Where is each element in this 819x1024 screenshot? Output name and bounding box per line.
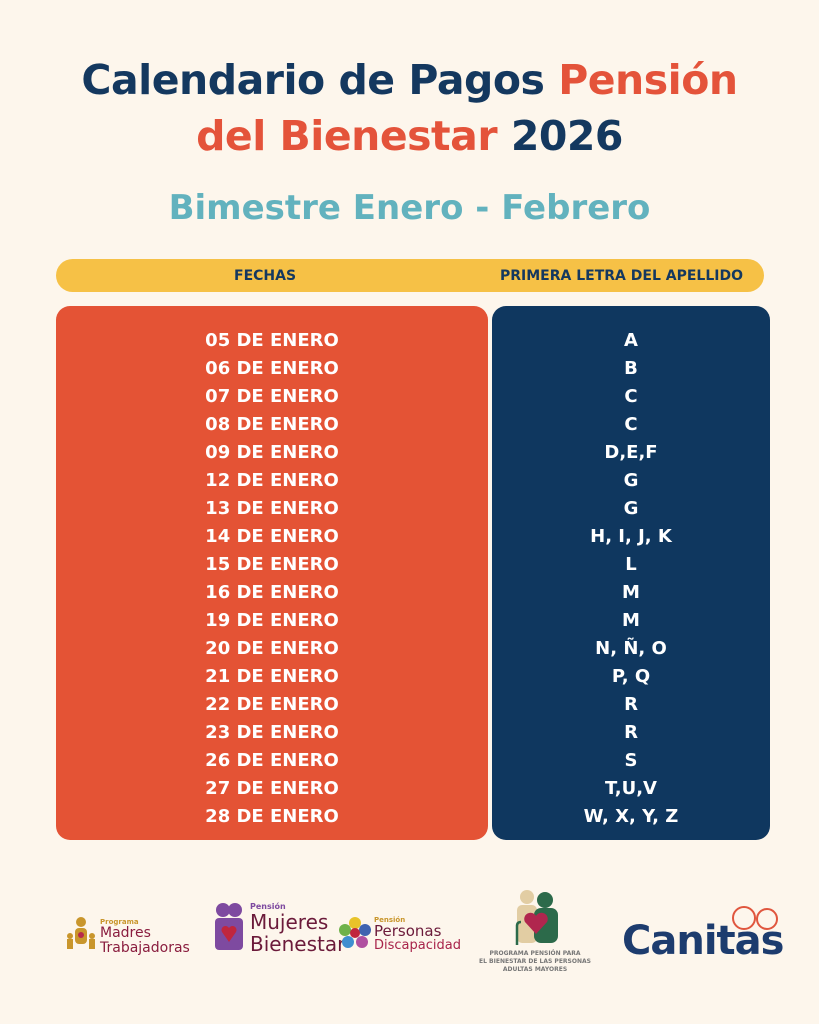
title-part: del Bienestar: [196, 112, 498, 160]
letter-cell: L: [625, 554, 637, 575]
logo-adultos-mayores: PROGRAMA PENSIÓN PARA EL BIENESTAR DE LA…: [470, 890, 600, 974]
letters-column: A B C C D,E,F G G H, I, J, K L M M N, Ñ, O P, Q R R S T,…: [492, 306, 770, 840]
date-cell: 12 DE ENERO: [205, 470, 339, 491]
elderly-faces-icon: [732, 906, 778, 930]
header-letra: PRIMERA LETRA DEL APELLIDO: [500, 268, 743, 284]
letter-cell: G: [623, 470, 639, 491]
date-cell: 23 DE ENERO: [205, 722, 339, 743]
title-part: 2026: [497, 112, 624, 160]
logo-text: Madres: [100, 925, 151, 941]
logo-text: Discapacidad: [374, 938, 461, 953]
header-fechas: FECHAS: [234, 268, 297, 284]
dates-column: 05 DE ENERO 06 DE ENERO 07 DE ENERO 08 DE E…: [56, 306, 488, 840]
logo-text: Pensión: [250, 902, 286, 911]
letter-cell: R: [624, 722, 638, 743]
logo-mujeres-bienestar: Pensión Mujeres Bienestar: [214, 902, 345, 962]
date-cell: 16 DE ENERO: [205, 582, 339, 603]
title-part: Calendario de Pagos: [81, 56, 559, 104]
letter-cell: H, I, J, K: [590, 526, 672, 547]
logo-text: EL BIENESTAR DE LAS PERSONAS: [479, 958, 591, 965]
date-cell: 06 DE ENERO: [205, 358, 339, 379]
title-part: Pensión: [558, 56, 738, 104]
date-cell: 09 DE ENERO: [205, 442, 339, 463]
date-cell: 08 DE ENERO: [205, 414, 339, 435]
table-header: FECHAS PRIMERA LETRA DEL APELLIDO: [56, 259, 764, 292]
logos-footer: Programa Madres Trabajadoras Pensión Muj…: [0, 890, 819, 980]
letter-cell: M: [622, 610, 640, 631]
date-cell: 14 DE ENERO: [205, 526, 339, 547]
disability-icons: [339, 917, 371, 948]
date-cell: 22 DE ENERO: [205, 694, 339, 715]
date-cell: 27 DE ENERO: [205, 778, 339, 799]
date-cell: 19 DE ENERO: [205, 610, 339, 631]
date-cell: 05 DE ENERO: [205, 330, 339, 351]
letter-cell: A: [624, 330, 638, 351]
letter-cell: G: [623, 498, 639, 519]
letter-cell: S: [624, 750, 638, 771]
logo-text: Mujeres: [250, 910, 329, 934]
logo-text: Trabajadoras: [100, 940, 190, 956]
date-cell: 20 DE ENERO: [205, 638, 339, 659]
logo-personas-discapacidad: Pensión Personas Discapacidad: [338, 916, 461, 954]
logo-text: ADULTAS MAYORES: [502, 966, 568, 973]
date-cell: 21 DE ENERO: [205, 666, 339, 687]
logo-text: Personas: [374, 922, 442, 940]
letter-cell: R: [624, 694, 638, 715]
logo-text: Bienestar: [250, 932, 346, 956]
letter-cell: C: [624, 414, 638, 435]
logo-text: Canitas: [622, 918, 784, 964]
letter-cell: B: [624, 358, 638, 379]
date-cell: 07 DE ENERO: [205, 386, 339, 407]
letter-cell: T,U,V: [605, 778, 657, 799]
letter-cell: M: [622, 582, 640, 603]
letter-cell: D,E,F: [604, 442, 658, 463]
letter-cell: W, X, Y, Z: [583, 806, 679, 827]
logo-text: Pensión: [374, 916, 406, 924]
logo-text: PROGRAMA PENSIÓN PARA: [489, 950, 581, 957]
elderly-couple-icon: [515, 890, 558, 945]
page-title: Calendario de Pagos Pensión del Bienesta…: [0, 52, 819, 164]
date-cell: 15 DE ENERO: [205, 554, 339, 575]
logo-text: Programa: [100, 918, 139, 926]
date-cell: 13 DE ENERO: [205, 498, 339, 519]
mother-children-icon: [67, 917, 95, 949]
subtitle: Bimestre Enero - Febrero: [168, 188, 651, 228]
letter-cell: C: [624, 386, 638, 407]
letter-cell: N, Ñ, O: [595, 638, 667, 659]
letter-cell: P, Q: [611, 666, 651, 687]
date-cell: 28 DE ENERO: [205, 806, 339, 827]
date-cell: 26 DE ENERO: [205, 750, 339, 771]
women-heart-icon: [215, 903, 243, 950]
